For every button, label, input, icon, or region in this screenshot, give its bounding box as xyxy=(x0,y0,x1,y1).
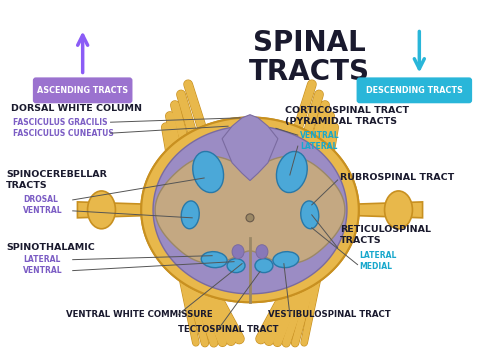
Text: FASCICULUS GRACILIS: FASCICULUS GRACILIS xyxy=(13,118,108,127)
Ellipse shape xyxy=(181,201,200,229)
Text: (PYRAMIDAL TRACTS: (PYRAMIDAL TRACTS xyxy=(285,117,397,126)
Text: MEDIAL: MEDIAL xyxy=(360,262,392,271)
Ellipse shape xyxy=(300,201,319,229)
Ellipse shape xyxy=(276,151,307,193)
Text: RUBROSPINAL TRACT: RUBROSPINAL TRACT xyxy=(340,173,454,183)
Polygon shape xyxy=(332,202,422,218)
Ellipse shape xyxy=(201,252,227,268)
Polygon shape xyxy=(141,118,359,302)
Text: ASCENDING TRACTS: ASCENDING TRACTS xyxy=(37,86,128,95)
Text: SPINOTHALAMIC: SPINOTHALAMIC xyxy=(6,243,94,252)
Text: VENTRAL WHITE COMMISSURE: VENTRAL WHITE COMMISSURE xyxy=(66,310,212,319)
Polygon shape xyxy=(78,202,168,218)
Polygon shape xyxy=(155,156,345,263)
Text: LATERAL: LATERAL xyxy=(360,251,397,260)
Ellipse shape xyxy=(193,151,224,193)
Ellipse shape xyxy=(246,214,254,222)
Text: VENTRAL: VENTRAL xyxy=(23,206,62,215)
Text: LATERAL: LATERAL xyxy=(23,255,60,264)
Text: VESTIBULOSPINAL TRACT: VESTIBULOSPINAL TRACT xyxy=(268,310,390,319)
Text: LATERAL: LATERAL xyxy=(300,142,337,151)
Text: RETICULOSPINAL: RETICULOSPINAL xyxy=(340,225,430,234)
Polygon shape xyxy=(222,115,278,180)
Text: VENTRAL: VENTRAL xyxy=(23,266,62,275)
Text: TRACTS: TRACTS xyxy=(340,236,382,245)
Text: TRACTS: TRACTS xyxy=(6,181,48,191)
Polygon shape xyxy=(141,118,359,302)
Ellipse shape xyxy=(232,245,244,259)
Ellipse shape xyxy=(227,259,245,273)
Text: VENTRAL: VENTRAL xyxy=(300,131,340,140)
Ellipse shape xyxy=(273,252,299,268)
Text: DROSAL: DROSAL xyxy=(23,195,58,205)
Text: DORSAL WHITE COLUMN: DORSAL WHITE COLUMN xyxy=(11,104,142,113)
Text: CORTICOSPINAL TRACT: CORTICOSPINAL TRACT xyxy=(285,106,409,115)
FancyBboxPatch shape xyxy=(33,77,132,103)
Polygon shape xyxy=(153,126,347,294)
Text: SPINOCEREBELLAR: SPINOCEREBELLAR xyxy=(6,171,107,179)
FancyBboxPatch shape xyxy=(356,77,472,103)
Text: TECTOSPINAL TRACT: TECTOSPINAL TRACT xyxy=(178,325,279,334)
Ellipse shape xyxy=(255,259,273,273)
Ellipse shape xyxy=(88,191,116,229)
Ellipse shape xyxy=(384,191,412,229)
Text: SPINAL
TRACTS: SPINAL TRACTS xyxy=(250,29,370,86)
Ellipse shape xyxy=(256,245,268,259)
Text: FASCICULUS CUNEATUS: FASCICULUS CUNEATUS xyxy=(13,129,114,138)
Text: DESCENDING TRACTS: DESCENDING TRACTS xyxy=(366,86,463,95)
